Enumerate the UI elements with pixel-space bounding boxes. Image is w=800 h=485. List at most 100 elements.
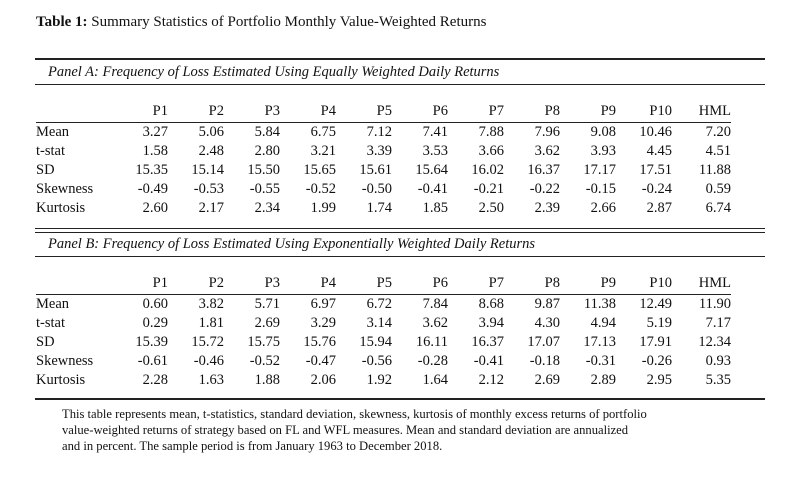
table-cell: 17.51 [639,162,672,178]
panel-a-header-row: P1 P2 P3 P4 P5 P6 P7 P8 P9 P10 HML [36,102,731,123]
table-cell: 2.12 [478,372,504,388]
table-cell: 5.19 [646,315,672,331]
table-cell: 6.97 [280,294,336,314]
table-cell: -0.18 [529,353,560,369]
col-header-p5: P5 [376,103,392,119]
table-cell: 5.84 [224,122,280,142]
col-header-p7: P7 [488,275,504,291]
table-cell: -0.26 [641,353,672,369]
table-cell: 7.20 [672,122,731,142]
table-cell: -0.47 [305,353,336,369]
table-cell: 0.60 [112,294,168,314]
table-cell: -0.15 [585,181,616,197]
table-cell: 8.68 [448,294,504,314]
table-cell: 3.53 [422,143,448,159]
table-row: t-stat 0.29 1.81 2.69 3.29 3.14 3.62 3.9… [36,314,731,333]
table-row: SD 15.35 15.14 15.50 15.65 15.61 15.64 1… [36,161,731,180]
table-cell: 7.12 [336,122,392,142]
table-cell: 2.69 [254,315,280,331]
table-cell: 3.94 [478,315,504,331]
table-cell: 15.50 [247,162,280,178]
panel-b-header-row: P1 P2 P3 P4 P5 P6 P7 P8 P9 P10 HML [36,274,731,295]
col-header-p2: P2 [208,275,224,291]
row-label: SD [36,162,55,178]
col-header-hml: HML [698,275,731,291]
row-label: Skewness [36,353,94,369]
table-cell: 1.88 [254,372,280,388]
table-cell: 4.51 [705,143,731,159]
table-cell: 15.14 [191,162,224,178]
table-cell: 5.06 [168,122,224,142]
table-cell: 15.72 [191,334,224,350]
table-cell: -0.31 [585,353,616,369]
panel-a-rule [35,84,765,85]
table-cell: 2.66 [590,200,616,216]
table-cell: 3.29 [310,315,336,331]
table-caption: Table 1: Summary Statistics of Portfolio… [36,14,486,31]
table-note-line: and in percent. The sample period is fro… [62,439,443,453]
table-cell: 2.50 [478,200,504,216]
table-cell: 1.99 [310,200,336,216]
table-cell: 1.64 [422,372,448,388]
col-header-p10: P10 [649,103,672,119]
row-label: t-stat [36,315,65,331]
col-header-p2: P2 [208,103,224,119]
col-header-p8: P8 [544,275,560,291]
table-cell: 3.21 [310,143,336,159]
table-row: Skewness -0.49 -0.53 -0.55 -0.52 -0.50 -… [36,180,731,199]
row-label: SD [36,334,55,350]
table-cell: 2.34 [254,200,280,216]
table-cell: 16.11 [415,334,448,350]
col-header-p6: P6 [432,103,448,119]
table-caption-text: Summary Statistics of Portfolio Monthly … [91,14,487,30]
table-cell: -0.49 [137,181,168,197]
panel-a-bottom-rule [35,228,765,229]
table-cell: -0.50 [361,181,392,197]
table-cell: 17.07 [527,334,560,350]
col-header-p10: P10 [649,275,672,291]
table-cell: 1.58 [142,143,168,159]
panel-b-title: Panel B: Frequency of Loss Estimated Usi… [48,236,536,252]
table-cell: 15.94 [359,334,392,350]
table-cell: 3.14 [366,315,392,331]
table-row: t-stat 1.58 2.48 2.80 3.21 3.39 3.53 3.6… [36,142,731,161]
row-label: Mean [36,294,112,314]
table-cell: 9.08 [560,122,616,142]
table-cell: -0.61 [137,353,168,369]
table-cell: 9.87 [504,294,560,314]
table-cell: 2.06 [310,372,336,388]
table-cell: 15.39 [135,334,168,350]
col-header-p3: P3 [264,275,280,291]
table-cell: 15.35 [135,162,168,178]
table-cell: 2.95 [646,372,672,388]
table-cell: 6.74 [705,200,731,216]
panel-b-corner [36,274,112,295]
table-cell: 4.30 [534,315,560,331]
table-cell: -0.53 [193,181,224,197]
table-cell: 2.17 [198,200,224,216]
table-row: Mean 0.60 3.82 5.71 6.97 6.72 7.84 8.68 … [36,294,731,314]
row-label: Kurtosis [36,200,86,216]
table-cell: -0.28 [417,353,448,369]
table-cell: 15.76 [303,334,336,350]
table-cell: 0.93 [705,353,731,369]
table-note: This table represents mean, t-statistics… [62,406,752,454]
table-cell: 15.61 [359,162,392,178]
table-cell: 1.85 [422,200,448,216]
col-header-hml: HML [698,103,731,119]
table-cell: 2.69 [534,372,560,388]
table-cell: -0.46 [193,353,224,369]
table-cell: 7.84 [392,294,448,314]
table-cell: 3.62 [422,315,448,331]
table-row: Kurtosis 2.60 2.17 2.34 1.99 1.74 1.85 2… [36,199,731,218]
table-cell: 2.89 [590,372,616,388]
table-cell: 2.48 [198,143,224,159]
table-cell: 1.63 [198,372,224,388]
table-cell: 1.74 [366,200,392,216]
col-header-p1: P1 [152,275,168,291]
table-cell: 5.35 [705,372,731,388]
table-cell: 16.37 [527,162,560,178]
row-label: Mean [36,122,112,142]
table-cell: 15.65 [303,162,336,178]
table-cell: 11.90 [672,294,731,314]
